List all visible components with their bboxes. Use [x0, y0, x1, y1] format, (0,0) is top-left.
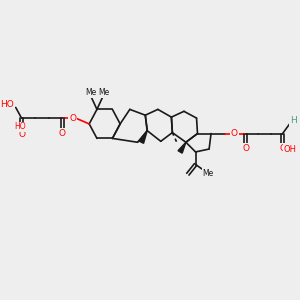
Text: HO: HO — [0, 100, 14, 109]
Text: OH: OH — [284, 145, 297, 154]
Text: Me: Me — [98, 88, 109, 98]
Text: O: O — [69, 114, 76, 123]
Text: O: O — [231, 129, 238, 138]
Polygon shape — [139, 131, 147, 143]
Text: Me: Me — [85, 88, 97, 98]
Text: O: O — [58, 129, 66, 138]
Text: O: O — [279, 144, 286, 153]
Text: HO: HO — [14, 122, 26, 131]
Text: H: H — [290, 116, 297, 125]
Polygon shape — [178, 142, 186, 153]
Text: O: O — [242, 144, 249, 153]
Text: Me: Me — [202, 169, 214, 178]
Text: O: O — [18, 130, 25, 139]
